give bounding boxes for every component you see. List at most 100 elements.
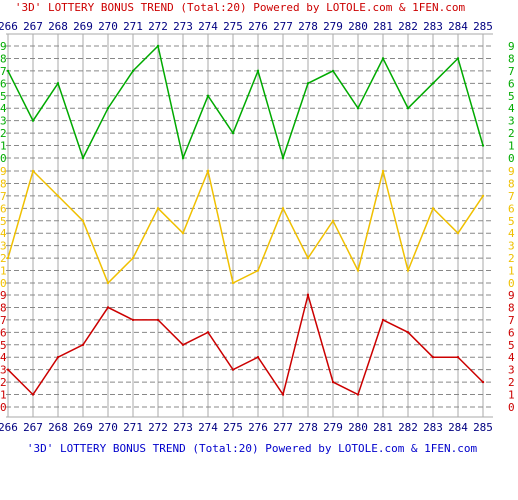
x-tick-label-top: 273	[173, 20, 193, 33]
x-tick-label-top: 281	[373, 20, 393, 33]
x-tick-label-bottom: 269	[73, 421, 93, 434]
data-point-top	[56, 82, 60, 85]
x-tick-label-bottom: 274	[198, 421, 218, 434]
data-point-bottom	[156, 318, 160, 322]
y-tick-label-left: 0	[0, 277, 7, 290]
y-tick-label-right: 2	[508, 252, 515, 265]
data-point-bottom	[31, 393, 35, 396]
data-point-middle	[256, 269, 260, 272]
y-tick-label-right: 8	[508, 52, 515, 65]
data-point-top	[6, 69, 10, 73]
y-tick-label-right: 3	[508, 115, 515, 128]
y-tick-label-right: 3	[508, 240, 515, 253]
data-point-middle	[6, 256, 10, 260]
y-tick-label-left: 8	[0, 52, 7, 65]
y-tick-label-left: 4	[0, 102, 7, 115]
data-point-bottom	[81, 343, 85, 346]
y-tick-label-right: 9	[508, 40, 515, 53]
series-line-middle	[7, 168, 484, 285]
x-tick-label-top: 268	[48, 20, 68, 33]
x-tick-label-bottom: 279	[323, 421, 343, 434]
data-point-top	[156, 44, 160, 48]
chart-ticks: 2662662672672682682692692702702712712722…	[0, 20, 515, 434]
data-point-top	[481, 144, 485, 147]
data-point-top	[431, 82, 435, 85]
y-tick-label-right: 0	[508, 277, 515, 290]
data-point-middle	[456, 232, 460, 235]
y-tick-label-right: 6	[508, 77, 515, 90]
data-point-bottom	[381, 318, 385, 322]
y-tick-label-left: 7	[0, 65, 7, 78]
x-tick-label-top: 272	[148, 20, 168, 33]
y-tick-label-left: 6	[0, 326, 7, 339]
x-tick-label-bottom: 272	[148, 421, 168, 434]
data-point-bottom	[181, 343, 185, 346]
x-tick-label-top: 266	[0, 20, 18, 33]
chart-header-title: '3D' LOTTERY BONUS TREND (Total:20) Powe…	[15, 1, 466, 14]
series-line-bottom	[7, 292, 484, 397]
data-point-top	[281, 156, 285, 160]
data-point-bottom	[206, 331, 210, 334]
x-tick-label-top: 276	[248, 20, 268, 33]
data-point-bottom	[481, 380, 485, 384]
x-tick-label-bottom: 280	[348, 421, 368, 434]
data-point-middle	[56, 194, 60, 198]
y-tick-label-right: 7	[508, 190, 515, 203]
y-tick-label-right: 4	[508, 351, 515, 364]
data-point-top	[206, 94, 210, 97]
y-tick-label-left: 7	[0, 190, 7, 203]
x-tick-label-bottom: 267	[23, 421, 43, 434]
data-point-top	[106, 107, 110, 110]
data-point-top	[406, 107, 410, 110]
y-tick-label-left: 1	[0, 265, 7, 278]
x-tick-label-top: 277	[273, 20, 293, 33]
data-point-middle	[206, 169, 210, 173]
data-point-middle	[181, 232, 185, 235]
data-point-middle	[406, 269, 410, 272]
data-point-bottom	[106, 306, 110, 309]
y-tick-label-left: 9	[0, 165, 7, 178]
series-line-top	[7, 44, 484, 161]
data-point-middle	[306, 256, 310, 260]
x-tick-label-top: 279	[323, 20, 343, 33]
data-point-bottom	[56, 356, 60, 359]
data-point-top	[231, 131, 235, 135]
data-point-top	[81, 156, 85, 160]
y-tick-label-right: 3	[508, 364, 515, 377]
y-tick-label-right: 5	[508, 339, 515, 352]
x-tick-label-top: 275	[223, 20, 243, 33]
y-tick-label-left: 2	[0, 252, 7, 265]
data-point-middle	[431, 207, 435, 210]
y-tick-label-left: 3	[0, 364, 7, 377]
data-point-bottom	[131, 318, 135, 322]
x-tick-label-bottom: 281	[373, 421, 393, 434]
x-tick-label-top: 278	[298, 20, 318, 33]
y-tick-label-right: 2	[508, 376, 515, 389]
y-tick-label-left: 0	[0, 152, 7, 165]
y-tick-label-left: 7	[0, 314, 7, 327]
y-tick-label-right: 2	[508, 127, 515, 140]
data-point-top	[381, 57, 385, 60]
x-tick-label-bottom: 268	[48, 421, 68, 434]
y-tick-label-left: 1	[0, 140, 7, 153]
data-point-top	[331, 69, 335, 73]
x-tick-label-bottom: 283	[423, 421, 443, 434]
x-tick-label-top: 280	[348, 20, 368, 33]
y-tick-label-left: 2	[0, 376, 7, 389]
y-tick-label-right: 1	[508, 140, 515, 153]
y-tick-label-right: 8	[508, 301, 515, 314]
y-tick-label-left: 9	[0, 289, 7, 302]
y-tick-label-right: 7	[508, 65, 515, 78]
y-tick-label-right: 0	[508, 401, 515, 414]
x-tick-label-bottom: 271	[123, 421, 143, 434]
x-tick-label-bottom: 273	[173, 421, 193, 434]
data-point-bottom	[331, 380, 335, 384]
y-tick-label-right: 5	[508, 90, 515, 103]
y-tick-label-right: 4	[508, 102, 515, 115]
data-point-bottom	[6, 368, 10, 371]
data-point-top	[131, 69, 135, 73]
x-tick-label-top: 274	[198, 20, 218, 33]
x-tick-label-bottom: 266	[0, 421, 18, 434]
y-tick-label-left: 1	[0, 389, 7, 402]
